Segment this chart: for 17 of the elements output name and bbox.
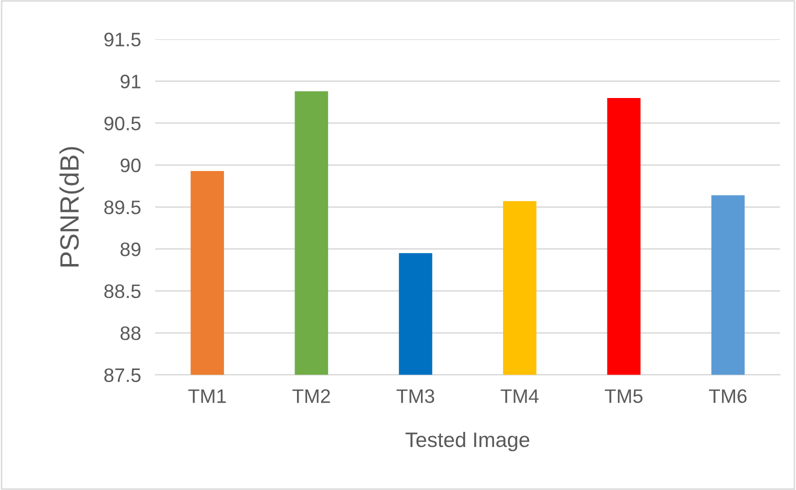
x-tick-label: TM3	[396, 389, 434, 404]
x-tick-label: TM5	[604, 389, 642, 404]
x-tick-label: TM4	[500, 389, 539, 403]
y-axis-title: PSNR(dB)	[59, 147, 84, 266]
y-tick-label: 91.5	[104, 32, 141, 46]
x-axis-title: Tested Image	[406, 432, 530, 452]
y-tick-label: 91	[120, 74, 140, 88]
x-tick-label: TM2	[292, 389, 330, 403]
x-tick-label: TM6	[709, 389, 747, 404]
y-tick-label: 90	[120, 158, 141, 172]
y-tick-label: 87.5	[104, 368, 141, 382]
y-tick-label: 89.5	[104, 200, 141, 214]
y-tick-label: 89	[120, 242, 140, 256]
y-tick-label: 88.5	[104, 284, 141, 298]
y-tick-label: 88	[120, 326, 140, 340]
x-tick-label: TM1	[188, 389, 226, 403]
y-tick-label: 90.5	[104, 116, 141, 130]
